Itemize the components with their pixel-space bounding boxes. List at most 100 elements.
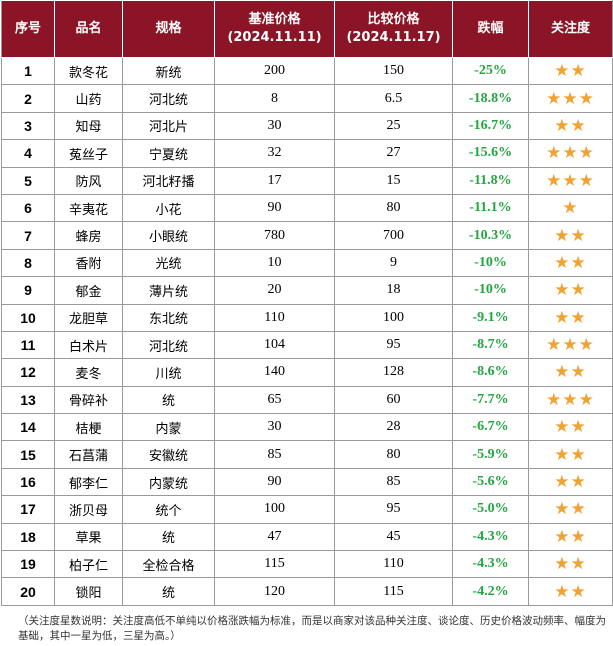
row-index: 2 bbox=[1, 84, 55, 113]
row-change: -5.0% bbox=[452, 495, 529, 524]
row-name: 柏子仁 bbox=[54, 550, 123, 579]
row-base-price: 90 bbox=[214, 467, 335, 497]
table-row: 3 知母 河北片 30 25 -16.7% ★★ bbox=[1, 111, 613, 141]
row-base-price: 115 bbox=[214, 550, 335, 579]
table-row: 5 防风 河北籽播 17 15 -11.8% ★★★ bbox=[1, 166, 613, 195]
row-base-price: 200 bbox=[214, 56, 335, 86]
row-change: -25% bbox=[452, 56, 529, 86]
row-compare-price: 80 bbox=[334, 193, 453, 223]
table-row: 14 桔梗 内蒙 30 28 -6.7% ★★ bbox=[1, 413, 613, 442]
header-base-date: (2024.11.11) bbox=[227, 30, 322, 45]
row-compare-price: 27 bbox=[334, 139, 453, 168]
row-attention-stars: ★★★ bbox=[528, 166, 613, 195]
row-attention-stars: ★★ bbox=[528, 248, 613, 278]
table-row: 7 蜂房 小眼统 780 700 -10.3% ★★ bbox=[1, 221, 613, 250]
row-compare-price: 700 bbox=[334, 221, 453, 250]
row-name: 草果 bbox=[54, 522, 123, 552]
table-row: 10 龙胆草 东北统 110 100 -9.1% ★★ bbox=[1, 303, 613, 332]
row-change: -10.3% bbox=[452, 221, 529, 250]
header-base-price-label: 基准价格 bbox=[248, 12, 301, 27]
row-name: 蜂房 bbox=[54, 221, 123, 250]
row-index: 20 bbox=[1, 577, 55, 606]
row-compare-price: 28 bbox=[334, 413, 453, 442]
row-change: -7.7% bbox=[452, 385, 529, 415]
row-compare-price: 15 bbox=[334, 166, 453, 195]
table-row: 12 麦冬 川统 140 128 -8.6% ★★ bbox=[1, 358, 613, 387]
row-compare-price: 115 bbox=[334, 577, 453, 606]
row-attention-stars: ★★ bbox=[528, 550, 613, 579]
row-attention-stars: ★★ bbox=[528, 577, 613, 606]
row-spec: 新统 bbox=[122, 56, 215, 86]
table-row: 1 款冬花 新统 200 150 -25% ★★ bbox=[1, 56, 613, 86]
row-compare-price: 128 bbox=[334, 358, 453, 387]
table-row: 9 郁金 薄片统 20 18 -10% ★★ bbox=[1, 276, 613, 305]
header-attention: 关注度 bbox=[528, 0, 613, 58]
row-name: 郁李仁 bbox=[54, 467, 123, 497]
row-index: 6 bbox=[1, 193, 55, 223]
row-base-price: 8 bbox=[214, 84, 335, 113]
row-spec: 河北统 bbox=[122, 330, 215, 360]
row-spec: 光统 bbox=[122, 248, 215, 278]
row-compare-price: 100 bbox=[334, 303, 453, 332]
row-compare-price: 95 bbox=[334, 495, 453, 524]
row-compare-price: 95 bbox=[334, 330, 453, 360]
row-spec: 河北籽播 bbox=[122, 166, 215, 195]
row-index: 7 bbox=[1, 221, 55, 250]
row-attention-stars: ★★ bbox=[528, 111, 613, 141]
row-spec: 统 bbox=[122, 522, 215, 552]
row-change: -11.8% bbox=[452, 166, 529, 195]
header-base-price: 基准价格 (2024.11.11) bbox=[214, 0, 335, 58]
row-attention-stars: ★★ bbox=[528, 413, 613, 442]
table-row: 20 锁阳统 120 115 -4.2% ★★ bbox=[1, 577, 613, 606]
row-index: 17 bbox=[1, 495, 55, 524]
row-change: -4.2% bbox=[452, 577, 529, 606]
row-change: -4.3% bbox=[452, 550, 529, 579]
header-change: 跌幅 bbox=[452, 0, 529, 58]
row-change: -11.1% bbox=[452, 193, 529, 223]
row-base-price: 90 bbox=[214, 193, 335, 223]
row-attention-stars: ★★★ bbox=[528, 330, 613, 360]
row-base-price: 47 bbox=[214, 522, 335, 552]
table-row: 2 山药 河北统 8 6.5 -18.8% ★★★ bbox=[1, 84, 613, 113]
row-change: -8.7% bbox=[452, 330, 529, 360]
row-base-price: 32 bbox=[214, 139, 335, 168]
row-name: 知母 bbox=[54, 111, 123, 141]
table-row: 8 香附 光统 10 9 -10% ★★ bbox=[1, 248, 613, 278]
row-change: -6.7% bbox=[452, 413, 529, 442]
row-name: 龙胆草 bbox=[54, 303, 123, 332]
table-row: 16 郁李仁 内蒙统 90 85 -5.6% ★★ bbox=[1, 467, 613, 497]
table-row: 11 白术片 河北统 104 95 -8.7% ★★★ bbox=[1, 330, 613, 360]
row-spec: 内蒙 bbox=[122, 413, 215, 442]
row-attention-stars: ★★★ bbox=[528, 385, 613, 415]
header-compare-date: (2024.11.17) bbox=[346, 30, 441, 45]
row-index: 5 bbox=[1, 166, 55, 195]
row-name: 菟丝子 bbox=[54, 139, 123, 168]
row-compare-price: 25 bbox=[334, 111, 453, 141]
table-row: 18 草果统 47 45 -4.3% ★★ bbox=[1, 522, 613, 552]
row-compare-price: 60 bbox=[334, 385, 453, 415]
row-compare-price: 45 bbox=[334, 522, 453, 552]
row-name: 款冬花 bbox=[54, 56, 123, 86]
table-row: 13 骨碎补统 65 60 -7.7% ★★★ bbox=[1, 385, 613, 415]
row-attention-stars: ★★ bbox=[528, 221, 613, 250]
row-name: 骨碎补 bbox=[54, 385, 123, 415]
row-name: 防风 bbox=[54, 166, 123, 195]
header-compare-price-label: 比较价格 bbox=[367, 12, 420, 27]
price-decline-table: 序号 品名 规格 基准价格 (2024.11.11) 比较价格 (2024.11… bbox=[1, 0, 613, 606]
row-change: -9.1% bbox=[452, 303, 529, 332]
row-base-price: 140 bbox=[214, 358, 335, 387]
row-spec: 河北统 bbox=[122, 84, 215, 113]
row-change: -10% bbox=[452, 248, 529, 278]
row-compare-price: 6.5 bbox=[334, 84, 453, 113]
row-name: 浙贝母 bbox=[54, 495, 123, 524]
row-spec: 河北片 bbox=[122, 111, 215, 141]
row-spec: 安徽统 bbox=[122, 440, 215, 469]
row-base-price: 10 bbox=[214, 248, 335, 278]
header-row: 序号 品名 规格 基准价格 (2024.11.11) 比较价格 (2024.11… bbox=[1, 0, 613, 58]
row-name: 石菖蒲 bbox=[54, 440, 123, 469]
row-index: 15 bbox=[1, 440, 55, 469]
row-index: 4 bbox=[1, 139, 55, 168]
row-spec: 统 bbox=[122, 385, 215, 415]
row-spec: 东北统 bbox=[122, 303, 215, 332]
row-name: 辛夷花 bbox=[54, 193, 123, 223]
